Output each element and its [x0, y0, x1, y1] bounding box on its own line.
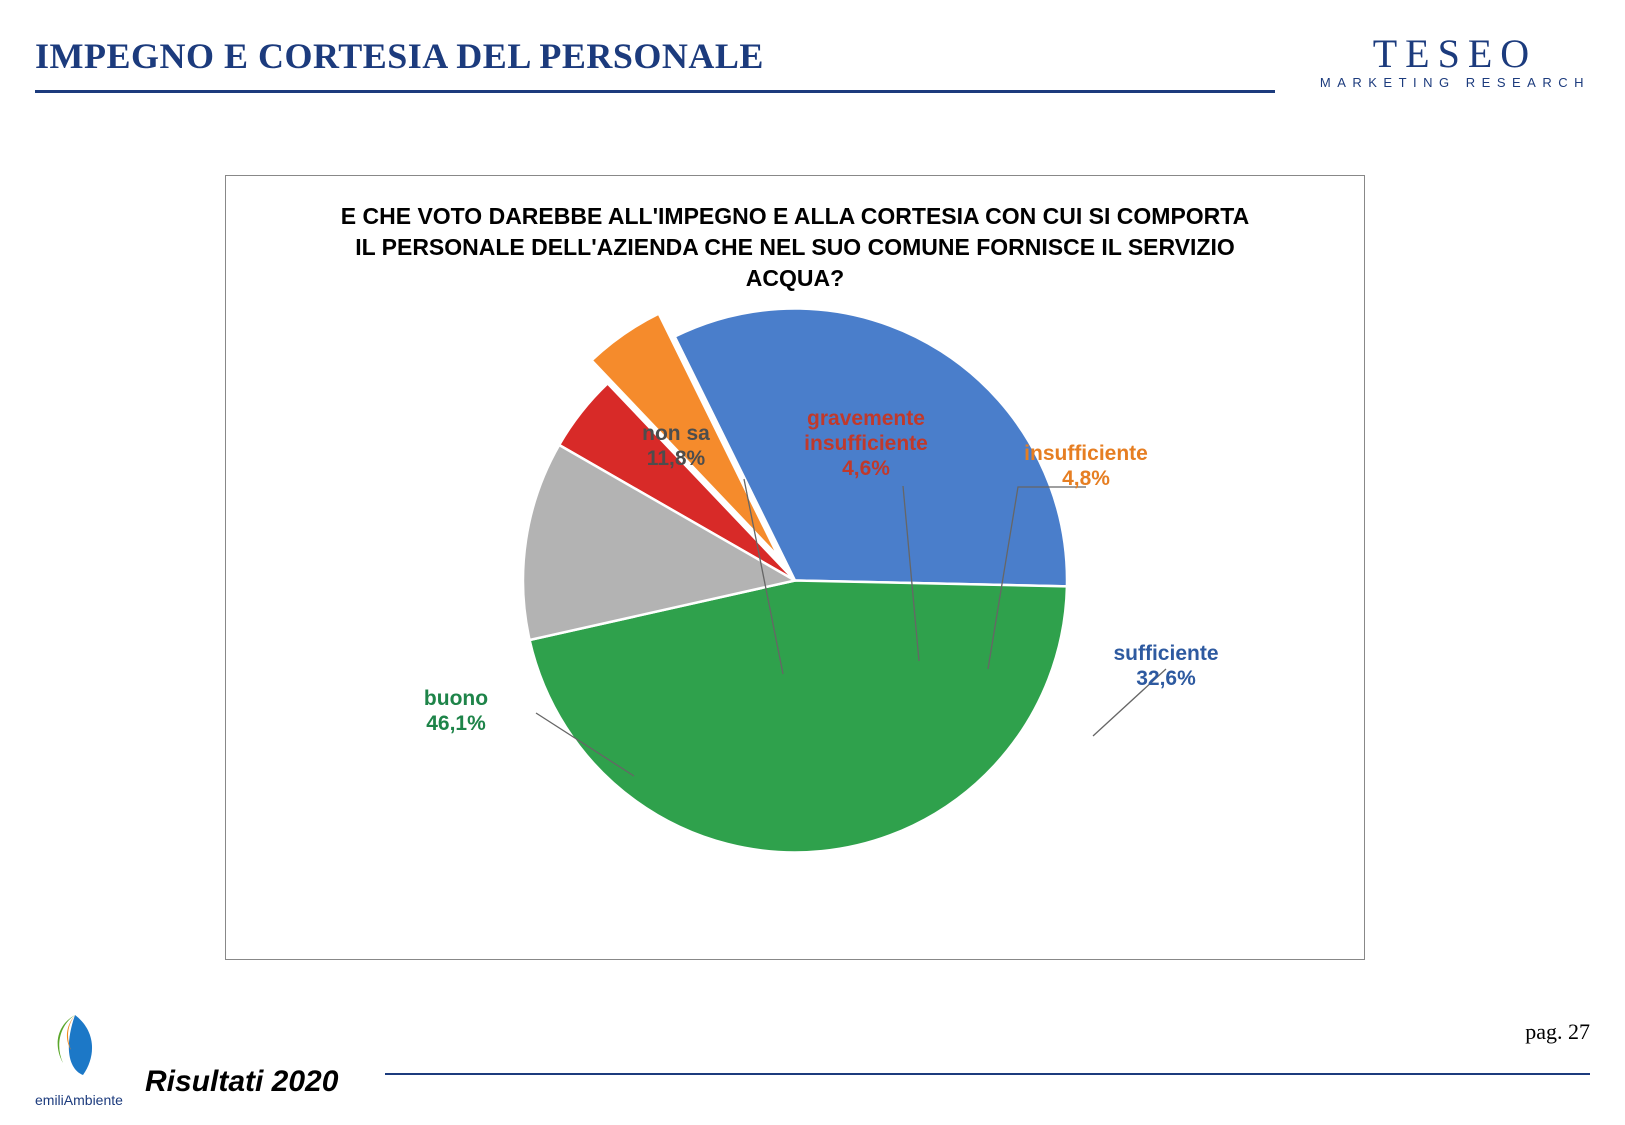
page-number: pag. 27 — [1525, 1019, 1590, 1045]
brand-block: TESEO MARKETING RESEARCH — [1320, 30, 1590, 90]
slice-label-gravemente_insufficiente: gravementeinsufficiente4,6% — [804, 406, 928, 482]
title-underline — [35, 90, 1275, 93]
brand-tagline: MARKETING RESEARCH — [1320, 75, 1590, 90]
emiliambiente-label: emiliAmbiente — [35, 1092, 115, 1108]
pie-chart — [485, 271, 1105, 896]
slice-label-insufficiente: insufficiente4,8% — [1024, 441, 1148, 491]
footer-logo-block: emiliAmbiente Risultati 2020 — [35, 1005, 338, 1105]
slice-label-non_sa: non sa11,8% — [642, 421, 710, 471]
emiliambiente-logo: emiliAmbiente — [35, 1005, 115, 1105]
brand-name: TESEO — [1320, 30, 1590, 77]
footer-rule — [385, 1073, 1590, 1075]
slice-label-buono: buono46,1% — [424, 686, 488, 736]
slice-label-sufficiente: sufficiente32,6% — [1113, 641, 1218, 691]
results-year-label: Risultati 2020 — [145, 1065, 338, 1099]
chart-container: E CHE VOTO DAREBBE ALL'IMPEGNO E ALLA CO… — [225, 175, 1365, 960]
